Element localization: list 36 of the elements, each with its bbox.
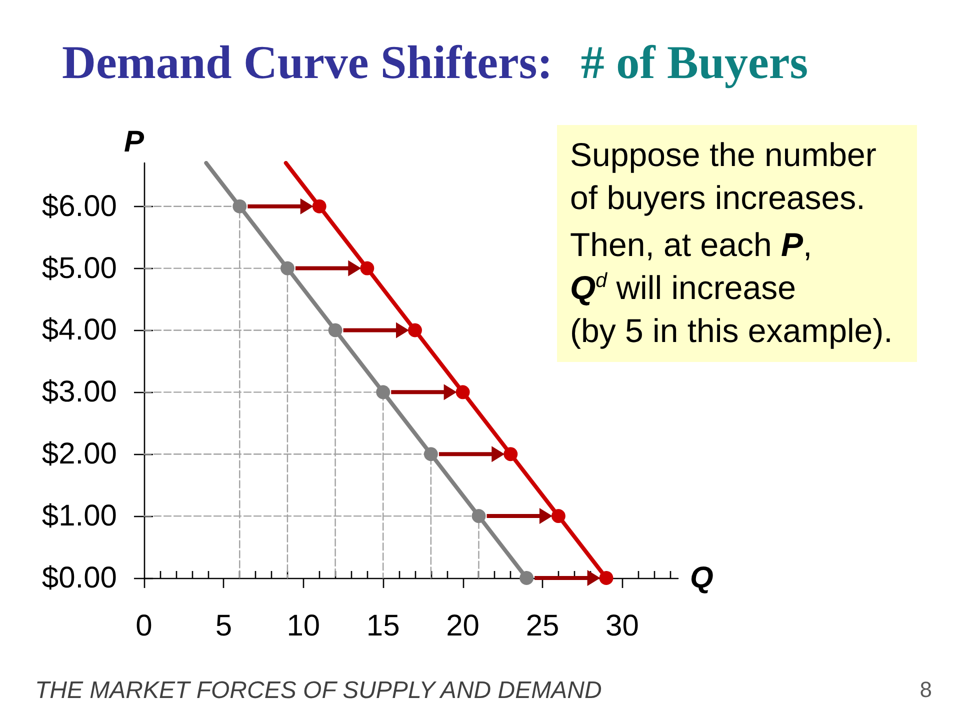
x-tick-label: 30 xyxy=(606,610,639,642)
annotation: Suppose the number of buyers increases. xyxy=(570,135,878,218)
text: 8 xyxy=(920,677,932,703)
point xyxy=(520,571,534,585)
text: THE MARKET FORCES OF SUPPLY AND DEMAND xyxy=(35,677,602,705)
point xyxy=(599,571,614,585)
x-tick-label: 15 xyxy=(366,610,400,642)
x-tick-label: 20 xyxy=(446,610,480,642)
y-axis-title: P xyxy=(124,126,145,158)
point xyxy=(312,199,326,214)
point xyxy=(328,323,342,338)
point xyxy=(424,447,438,462)
point xyxy=(360,261,374,276)
point xyxy=(280,261,294,276)
point xyxy=(408,323,422,338)
x-tick-label: 25 xyxy=(526,610,560,642)
y-tick-label: $4.00 xyxy=(42,314,117,347)
y-tick-label: $6.00 xyxy=(42,190,117,223)
x-tick-label: 10 xyxy=(286,610,320,642)
point xyxy=(504,447,518,462)
y-tick-label: $0.00 xyxy=(42,562,117,594)
text: Then, at each P, Q$^{d}$ will increase (by 5 in this example). xyxy=(570,226,893,349)
y-tick-label: $3.00 xyxy=(42,376,117,409)
chart-title: Demand Curve Shifters: xyxy=(62,37,553,89)
chart-subtitle: # of Buyers xyxy=(580,37,808,89)
point xyxy=(472,509,486,524)
y-tick-label: $1.00 xyxy=(42,500,117,533)
x-axis-title: Q xyxy=(690,562,714,594)
point xyxy=(551,509,566,524)
x-tick-label: 0 xyxy=(136,610,152,642)
point xyxy=(456,385,470,400)
y-tick-label: $5.00 xyxy=(42,252,117,285)
point xyxy=(232,199,247,214)
point xyxy=(376,385,390,400)
y-tick-label: $2.00 xyxy=(42,438,117,471)
x-tick-label: 5 xyxy=(215,610,232,642)
